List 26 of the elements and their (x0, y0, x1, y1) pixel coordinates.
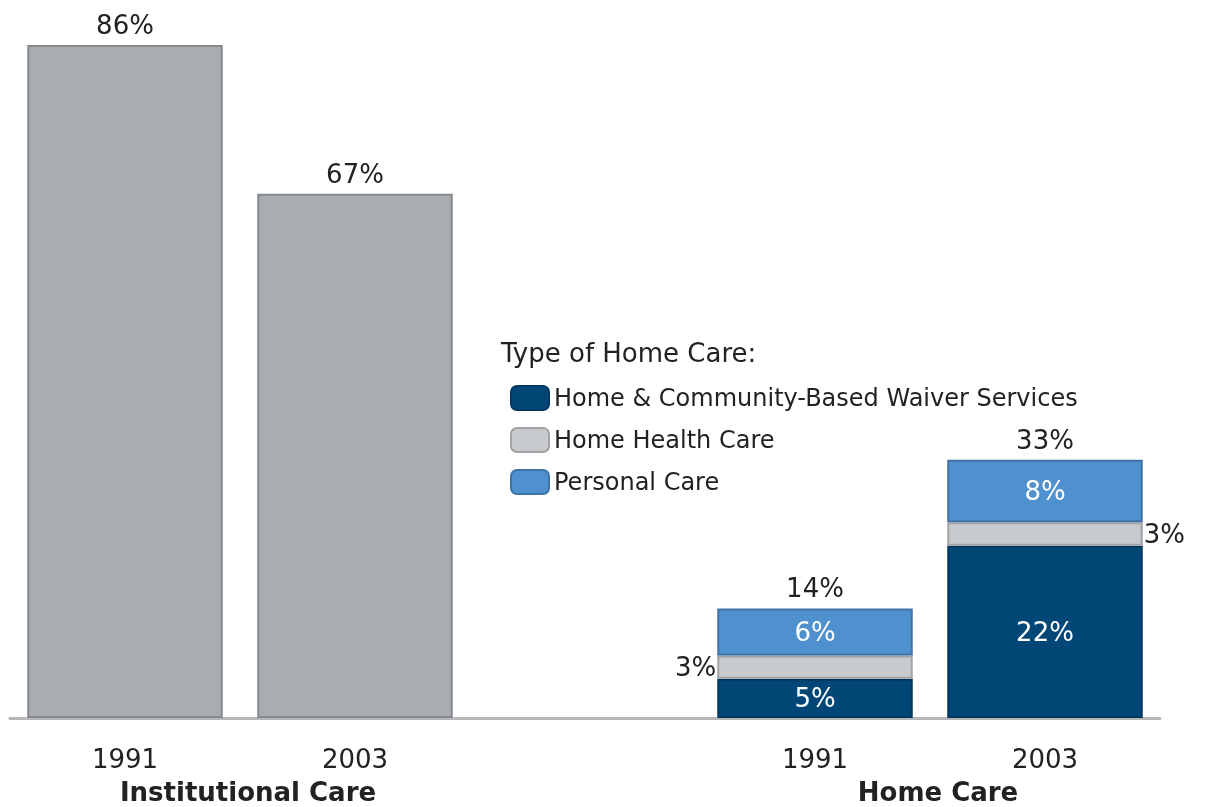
x-tick-label: 2003 (1011, 744, 1079, 774)
bar (717, 608, 913, 656)
total-label: 33% (1016, 424, 1074, 455)
data-label: 86% (96, 10, 154, 40)
data-label: 3% (675, 652, 717, 683)
data-label: 22% (1016, 616, 1074, 647)
data-label: 6% (794, 616, 836, 647)
bar (717, 678, 913, 718)
data-label: 67% (326, 158, 384, 189)
data-label: 8% (1024, 476, 1066, 507)
bar (947, 522, 1143, 546)
legend-label: Personal Care (554, 468, 720, 496)
legend-label: Home & Community-Based Waiver Services (554, 384, 1078, 412)
x-tick-label: 1991 (91, 744, 159, 774)
data-label: 3% (1143, 519, 1185, 550)
total-label: 14% (786, 573, 844, 604)
text: Institutional Care (119, 777, 377, 807)
text: Home Care (857, 777, 1019, 807)
bar (947, 545, 1143, 718)
x-tick-label: 1991 (781, 744, 849, 774)
data-label: 5% (794, 683, 836, 714)
bar (947, 459, 1143, 523)
x-tick-label: 2003 (321, 744, 389, 774)
legend-label: Home Health Care (554, 426, 775, 454)
legend-title: Type of Home Care: (500, 338, 757, 368)
bar (717, 655, 913, 679)
